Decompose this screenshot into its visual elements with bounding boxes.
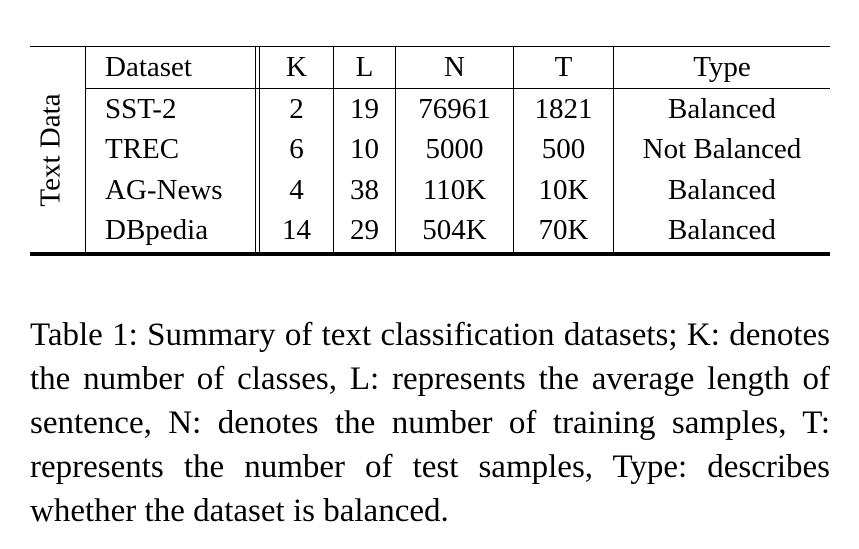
table-cell-t: 500 — [541, 133, 586, 165]
table-cell-dataset: AG-News — [105, 174, 223, 206]
header-n: N — [444, 51, 465, 83]
table-cell-t: 70K — [538, 214, 589, 246]
table-cell-t: 10K — [538, 174, 589, 206]
row-group-label-text: Text Data — [34, 93, 67, 207]
k-divider — [333, 46, 334, 252]
dataset-divider-1 — [255, 46, 256, 252]
top-rule — [30, 46, 830, 47]
table-cell-type: Balanced — [668, 214, 776, 246]
table-cell-l: 38 — [350, 174, 379, 206]
header-type: Type — [693, 51, 751, 83]
table-cell-k: 2 — [289, 93, 304, 125]
bottom-rule — [30, 252, 830, 256]
table-cell-dataset: SST-2 — [105, 93, 177, 125]
table-cell-l: 10 — [350, 133, 379, 165]
header-k: K — [286, 51, 307, 83]
header-l: L — [355, 51, 374, 83]
header-rule — [85, 88, 830, 89]
t-divider — [613, 46, 614, 252]
dataset-summary-table: Dataset K L N T Type SST-2 2 19 76961 18… — [30, 46, 830, 258]
table-cell-k: 6 — [289, 133, 304, 165]
table-cell-k: 14 — [282, 214, 311, 246]
table-cell-l: 29 — [350, 214, 379, 246]
table-cell-dataset: DBpedia — [105, 214, 209, 246]
header-t: T — [554, 51, 573, 83]
table-cell-type: Balanced — [668, 174, 776, 206]
table-cell-n: 76961 — [418, 93, 491, 125]
table-cell-dataset: TREC — [105, 133, 180, 165]
table-cell-n: 110K — [422, 174, 487, 206]
table-cell-t: 1821 — [534, 93, 593, 125]
group-divider — [85, 46, 86, 252]
table-cell-type: Not Balanced — [642, 133, 802, 165]
l-divider — [395, 46, 396, 252]
table-cell-l: 19 — [350, 93, 379, 125]
n-divider — [513, 46, 514, 252]
table-cell-type: Balanced — [668, 93, 776, 125]
table-cell-k: 4 — [289, 174, 304, 206]
table-caption: Table 1: Summary of text classification … — [30, 317, 830, 529]
table-cell-n: 5000 — [425, 133, 484, 165]
table-cell-n: 504K — [422, 214, 487, 246]
header-dataset: Dataset — [105, 51, 192, 83]
dataset-divider-2 — [259, 46, 260, 252]
